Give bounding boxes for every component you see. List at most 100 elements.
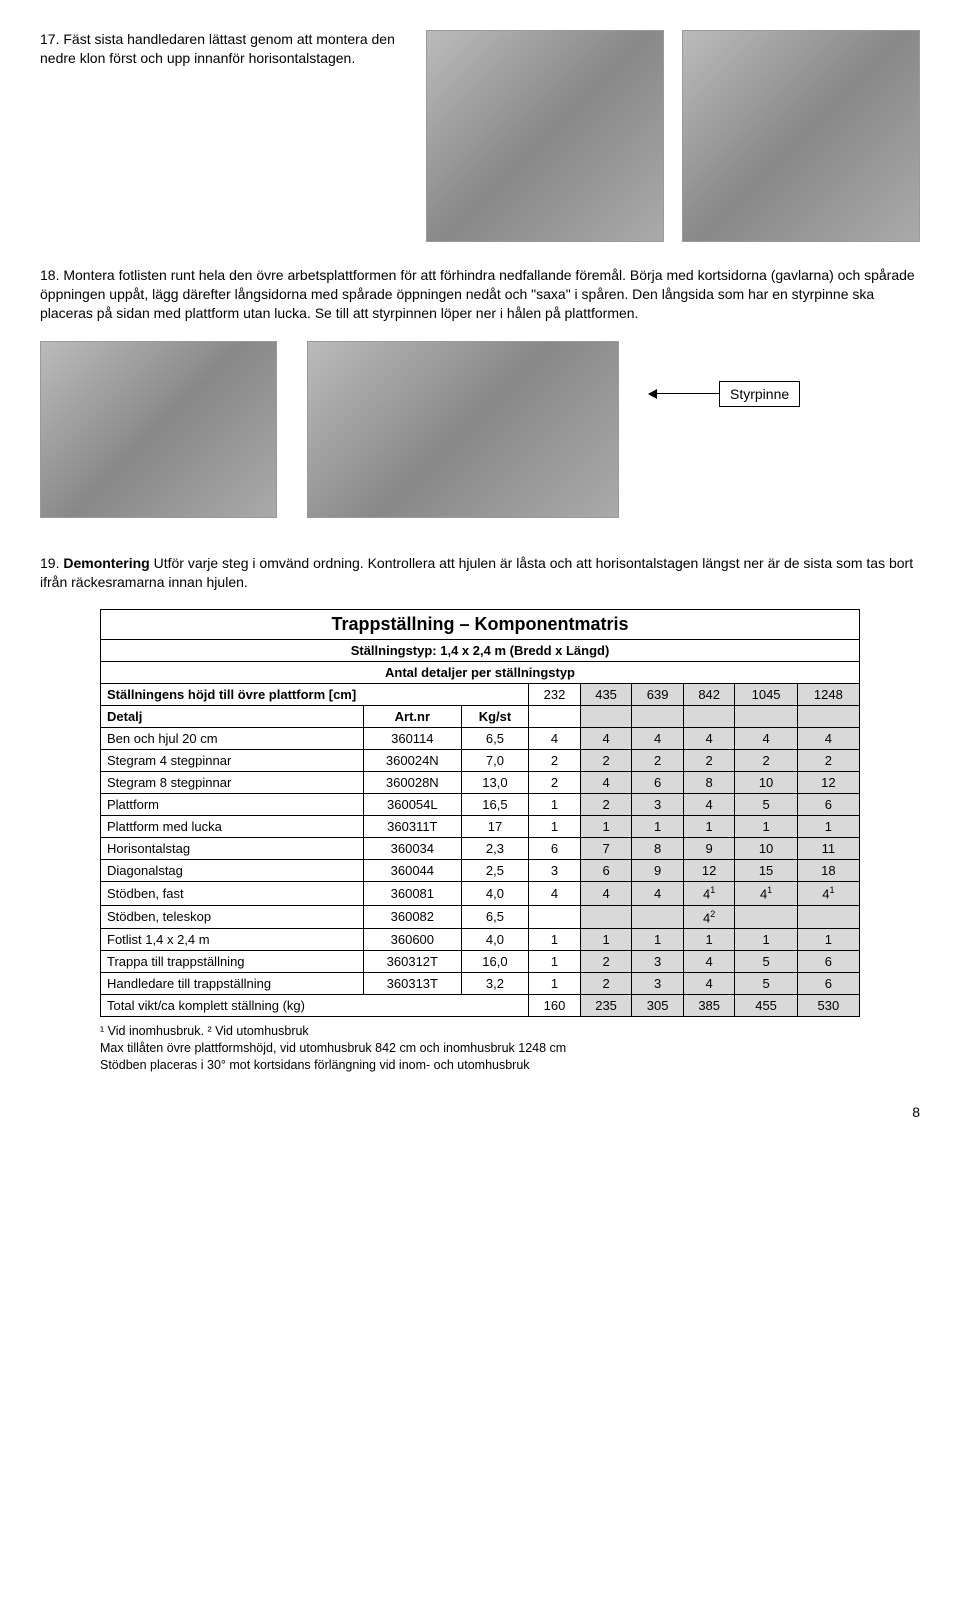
qty-cell: 8 bbox=[683, 772, 735, 794]
height-row-label: Ställningens höjd till övre plattform [c… bbox=[101, 684, 529, 706]
image-placeholder bbox=[682, 30, 920, 242]
col-header: Detalj bbox=[101, 706, 364, 728]
qty-cell: 1 bbox=[529, 794, 581, 816]
qty-cell: 4 bbox=[632, 882, 684, 905]
col-header: Kg/st bbox=[461, 706, 529, 728]
qty-cell: 10 bbox=[735, 772, 797, 794]
total-cell: 160 bbox=[529, 995, 581, 1017]
step-18-images-row: Styrpinne bbox=[40, 341, 920, 518]
height-col: 1248 bbox=[797, 684, 859, 706]
weight: 4,0 bbox=[461, 929, 529, 951]
qty-cell: 6 bbox=[580, 860, 632, 882]
detail-name: Handledare till trappställning bbox=[101, 973, 364, 995]
qty-cell: 4 bbox=[683, 794, 735, 816]
qty-cell: 15 bbox=[735, 860, 797, 882]
callout-wrap: Styrpinne bbox=[649, 381, 800, 407]
qty-cell: 6 bbox=[797, 794, 859, 816]
qty-cell: 4 bbox=[580, 882, 632, 905]
qty-cell: 12 bbox=[683, 860, 735, 882]
qty-cell: 41 bbox=[797, 882, 859, 905]
detail-name: Diagonalstag bbox=[101, 860, 364, 882]
qty-cell: 5 bbox=[735, 973, 797, 995]
qty-cell: 2 bbox=[529, 750, 581, 772]
total-cell: 455 bbox=[735, 995, 797, 1017]
weight: 2,3 bbox=[461, 838, 529, 860]
qty-cell: 2 bbox=[797, 750, 859, 772]
qty-cell bbox=[529, 905, 581, 928]
weight: 13,0 bbox=[461, 772, 529, 794]
qty-cell: 4 bbox=[529, 882, 581, 905]
weight: 17 bbox=[461, 816, 529, 838]
qty-cell: 2 bbox=[580, 951, 632, 973]
qty-cell: 1 bbox=[580, 929, 632, 951]
qty-cell bbox=[632, 905, 684, 928]
qty-cell: 11 bbox=[797, 838, 859, 860]
qty-cell: 4 bbox=[683, 973, 735, 995]
weight: 16,5 bbox=[461, 794, 529, 816]
qty-cell: 9 bbox=[683, 838, 735, 860]
height-col: 842 bbox=[683, 684, 735, 706]
step-19-bold: Demontering bbox=[63, 555, 149, 571]
callout-arrow bbox=[649, 393, 719, 394]
qty-cell: 1 bbox=[683, 929, 735, 951]
footnote-line2: Max tillåten övre plattformshöjd, vid ut… bbox=[100, 1041, 566, 1055]
weight: 16,0 bbox=[461, 951, 529, 973]
qty-cell: 1 bbox=[735, 929, 797, 951]
qty-cell: 8 bbox=[632, 838, 684, 860]
qty-cell: 1 bbox=[632, 929, 684, 951]
component-matrix-table: Ställningens höjd till övre plattform [c… bbox=[100, 683, 860, 1017]
page-number: 8 bbox=[40, 1104, 920, 1120]
step-17-row: 17. Fäst sista handledaren lättast genom… bbox=[40, 30, 920, 242]
qty-cell: 1 bbox=[529, 951, 581, 973]
table-title: Trappställning – Komponentmatris bbox=[100, 609, 860, 639]
image-placeholder bbox=[426, 30, 664, 242]
qty-cell: 1 bbox=[735, 816, 797, 838]
qty-cell: 42 bbox=[683, 905, 735, 928]
qty-cell: 1 bbox=[529, 929, 581, 951]
image-placeholder bbox=[40, 341, 277, 518]
detail-name: Plattform bbox=[101, 794, 364, 816]
qty-cell: 5 bbox=[735, 794, 797, 816]
weight: 7,0 bbox=[461, 750, 529, 772]
step-18-text: 18. Montera fotlisten runt hela den övre… bbox=[40, 266, 920, 323]
step-17-images bbox=[426, 30, 920, 242]
height-col: 1045 bbox=[735, 684, 797, 706]
art-nr: 360312T bbox=[363, 951, 461, 973]
qty-cell: 6 bbox=[529, 838, 581, 860]
footnote-1: ¹ Vid inomhusbruk. bbox=[100, 1024, 207, 1038]
footnote-line3: Stödben placeras i 30° mot kortsidans fö… bbox=[100, 1058, 530, 1072]
total-cell: 305 bbox=[632, 995, 684, 1017]
qty-cell: 10 bbox=[735, 838, 797, 860]
qty-cell: 4 bbox=[735, 728, 797, 750]
detail-name: Ben och hjul 20 cm bbox=[101, 728, 364, 750]
total-cell: 530 bbox=[797, 995, 859, 1017]
qty-cell bbox=[735, 905, 797, 928]
total-label: Total vikt/ca komplett ställning (kg) bbox=[101, 995, 529, 1017]
detail-name: Fotlist 1,4 x 2,4 m bbox=[101, 929, 364, 951]
qty-cell bbox=[797, 905, 859, 928]
qty-cell: 2 bbox=[580, 794, 632, 816]
art-nr: 360082 bbox=[363, 905, 461, 928]
qty-cell bbox=[580, 905, 632, 928]
detail-name: Horisontalstag bbox=[101, 838, 364, 860]
qty-cell: 4 bbox=[580, 772, 632, 794]
qty-cell: 12 bbox=[797, 772, 859, 794]
art-nr: 360313T bbox=[363, 973, 461, 995]
qty-cell: 2 bbox=[632, 750, 684, 772]
qty-cell: 4 bbox=[529, 728, 581, 750]
qty-cell: 41 bbox=[735, 882, 797, 905]
art-nr: 360034 bbox=[363, 838, 461, 860]
callout-label: Styrpinne bbox=[719, 381, 800, 407]
art-nr: 360081 bbox=[363, 882, 461, 905]
height-col: 435 bbox=[580, 684, 632, 706]
qty-cell: 1 bbox=[683, 816, 735, 838]
height-col: 232 bbox=[529, 684, 581, 706]
weight: 6,5 bbox=[461, 905, 529, 928]
step-19-prefix: 19. bbox=[40, 555, 63, 571]
qty-cell: 1 bbox=[632, 816, 684, 838]
art-nr: 360044 bbox=[363, 860, 461, 882]
qty-cell: 5 bbox=[735, 951, 797, 973]
component-table: Trappställning – Komponentmatris Ställni… bbox=[100, 609, 860, 1073]
qty-cell: 6 bbox=[632, 772, 684, 794]
qty-cell: 4 bbox=[632, 728, 684, 750]
